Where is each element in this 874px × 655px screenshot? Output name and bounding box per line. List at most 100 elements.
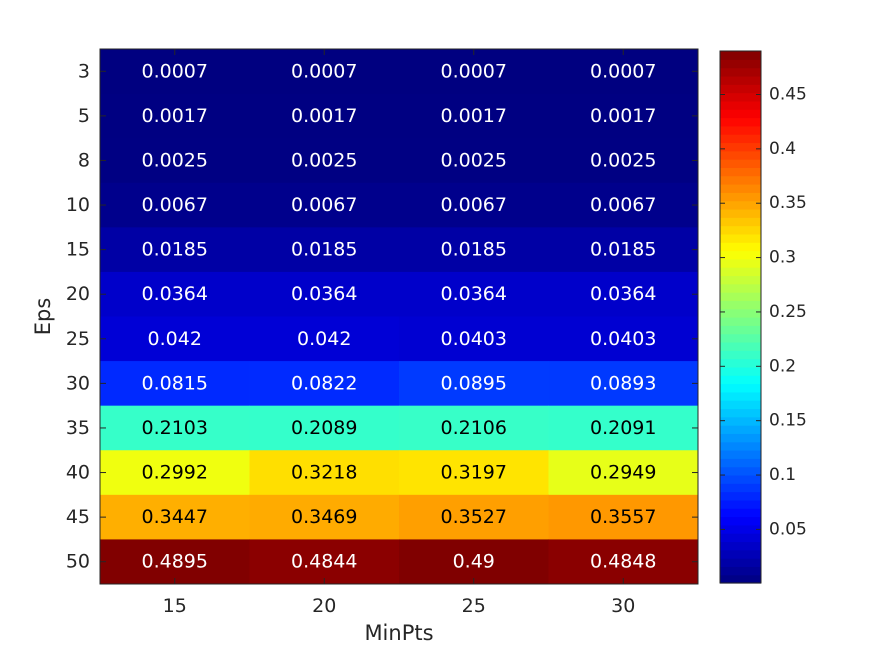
heatmap-cell	[548, 405, 699, 451]
cell-value-label: 0.0067	[291, 194, 357, 216]
heatmap-cell	[548, 227, 699, 273]
heatmap-cell	[249, 93, 400, 139]
colorbar-segment	[720, 258, 761, 268]
colorbar-frame	[719, 50, 762, 584]
cell-value-label: 0.0364	[441, 283, 507, 305]
cell-value-label: 0.0025	[142, 149, 208, 171]
cell-value-label: 0.4895	[142, 551, 208, 573]
colorbar-segment	[720, 51, 761, 60]
colorbar-tick-label: 0.1	[769, 465, 796, 485]
colorbar-segment	[720, 100, 761, 110]
colorbar-segment	[720, 167, 761, 177]
y-tick-label: 15	[66, 239, 90, 261]
colorbar-segment	[720, 508, 761, 518]
cell-value-label: 0.0017	[441, 105, 507, 127]
colorbar-segment	[720, 267, 761, 277]
cell-value-label: 0.0017	[590, 105, 656, 127]
heatmap-cell	[399, 405, 549, 451]
colorbar-segment	[720, 283, 761, 293]
heatmap-cell	[100, 271, 250, 317]
cell-value-label: 0.0025	[291, 149, 357, 171]
heatmap-cell	[399, 494, 549, 540]
colorbar-segment	[720, 292, 761, 301]
colorbar-segment	[720, 308, 761, 318]
cell-value-label: 0.2949	[590, 462, 656, 484]
colorbar-segment	[720, 366, 761, 376]
plot-frame	[99, 48, 699, 585]
heatmap-cell	[548, 49, 699, 95]
cell-value-label: 0.0403	[590, 328, 656, 350]
colorbar-segment	[720, 142, 761, 152]
cell-value-label: 0.0067	[142, 194, 208, 216]
colorbar-tick-label: 0.35	[769, 193, 807, 213]
heatmap-cell	[100, 405, 250, 451]
colorbar-tick-label: 0.2	[769, 356, 796, 376]
colorbar-segment	[720, 549, 761, 559]
cell-value-label: 0.3469	[291, 506, 357, 528]
colorbar-segment	[720, 59, 761, 69]
colorbar-segment	[720, 341, 761, 351]
heatmap-cell	[548, 271, 699, 317]
cell-value-label: 0.3197	[441, 462, 507, 484]
colorbar-tick-label: 0.05	[769, 519, 807, 539]
y-tick-label: 8	[78, 149, 90, 171]
colorbar-segment	[720, 75, 761, 85]
cell-value-label: 0.2089	[291, 417, 357, 439]
y-tick-label: 30	[66, 372, 90, 394]
cell-value-label: 0.0364	[291, 283, 357, 305]
cell-value-label: 0.042	[148, 328, 202, 350]
heatmap-cell	[548, 138, 699, 184]
heatmap-cell	[100, 494, 250, 540]
heatmap-cell	[100, 316, 250, 362]
cell-value-label: 0.0364	[142, 283, 208, 305]
heatmap-cell	[399, 271, 549, 317]
colorbar-segment	[720, 441, 761, 451]
y-axis-title: Eps	[31, 298, 55, 336]
cell-value-label: 0.0185	[291, 239, 357, 261]
colorbar-segment	[720, 225, 761, 235]
colorbar-segment	[720, 516, 761, 526]
cell-value-label: 0.0025	[441, 149, 507, 171]
heatmap-cell	[100, 49, 250, 95]
heatmap-cell	[249, 361, 400, 407]
colorbar-segment	[720, 184, 761, 193]
heatmap-cell	[399, 539, 549, 585]
colorbar-segment	[720, 134, 761, 144]
colorbar-segment	[720, 491, 761, 501]
cell-value-label: 0.3527	[441, 506, 507, 528]
cell-value-label: 0.4848	[590, 551, 656, 573]
x-tick-label: 25	[462, 595, 486, 617]
cell-value-label: 0.49	[453, 551, 495, 573]
cell-value-label: 0.0017	[142, 105, 208, 127]
cell-value-label: 0.0007	[142, 60, 208, 82]
heatmap-cells: 0.0007 0.0007 0.0007 0.0007 0.0017 0.0017 0.00…	[100, 49, 699, 585]
heatmap-cell	[399, 49, 549, 95]
y-tick-label: 5	[78, 105, 90, 127]
colorbar-segment	[720, 250, 761, 260]
colorbar-tick-label: 0.25	[769, 302, 807, 322]
heatmap-cell	[249, 316, 400, 362]
colorbar-segment	[720, 217, 761, 227]
cell-value-label: 0.0067	[590, 194, 656, 216]
cell-value-label: 0.4844	[291, 551, 357, 573]
colorbar-segment	[720, 574, 761, 584]
heatmap-cell	[399, 138, 549, 184]
heatmap-cell	[548, 93, 699, 139]
cell-value-label: 0.2103	[142, 417, 208, 439]
colorbar-segment	[720, 117, 761, 127]
heatmap-cell	[548, 450, 699, 496]
colorbar-segment	[720, 524, 761, 534]
colorbar-segment	[720, 358, 761, 368]
cell-value-label: 0.0067	[441, 194, 507, 216]
cell-value-label: 0.0007	[441, 60, 507, 82]
colorbar-segment	[720, 233, 761, 243]
cell-value-label: 0.042	[297, 328, 351, 350]
colorbar-segment	[720, 474, 761, 484]
colorbar-segment	[720, 558, 761, 567]
cell-value-label: 0.3447	[142, 506, 208, 528]
colorbar-segment	[720, 275, 761, 285]
y-tick-label: 50	[66, 551, 90, 573]
heatmap-cell	[100, 227, 250, 273]
